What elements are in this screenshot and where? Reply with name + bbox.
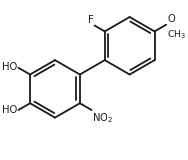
Text: O: O: [167, 14, 175, 24]
Text: HO: HO: [2, 62, 17, 72]
Text: F: F: [88, 15, 94, 25]
Text: CH$_3$: CH$_3$: [167, 28, 186, 40]
Text: NO$_2$: NO$_2$: [92, 111, 114, 125]
Text: HO: HO: [2, 105, 17, 115]
